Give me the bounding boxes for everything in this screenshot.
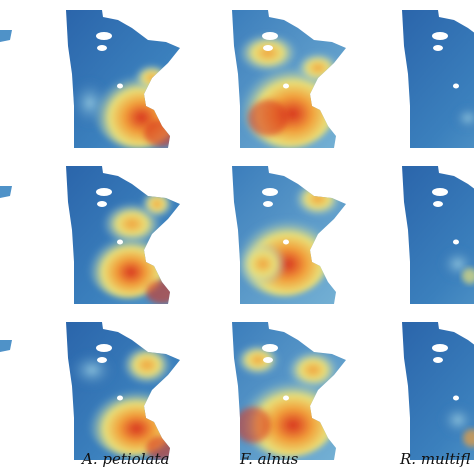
map-a-petiolata-row-1 xyxy=(66,10,180,148)
species-label-f-alnus: F. alnus xyxy=(240,450,299,468)
partial-map-left-row-3 xyxy=(0,340,12,352)
partial-map-left-row-1 xyxy=(0,30,12,42)
map-a-petiolata-row-2 xyxy=(66,166,180,304)
species-label-a-petiolata: A. petiolata xyxy=(82,450,170,468)
map-r-multiflora-row-3 xyxy=(402,322,474,460)
map-f-alnus-row-2 xyxy=(232,166,346,304)
partial-map-left-row-2 xyxy=(0,186,12,198)
map-r-multiflora-row-1 xyxy=(402,10,474,148)
map-r-multiflora-row-2 xyxy=(402,166,474,304)
map-f-alnus-row-3 xyxy=(232,322,346,460)
map-f-alnus-row-1 xyxy=(232,10,346,148)
map-a-petiolata-row-3 xyxy=(66,322,180,460)
species-label-r-multiflora: R. multifl xyxy=(400,450,471,468)
